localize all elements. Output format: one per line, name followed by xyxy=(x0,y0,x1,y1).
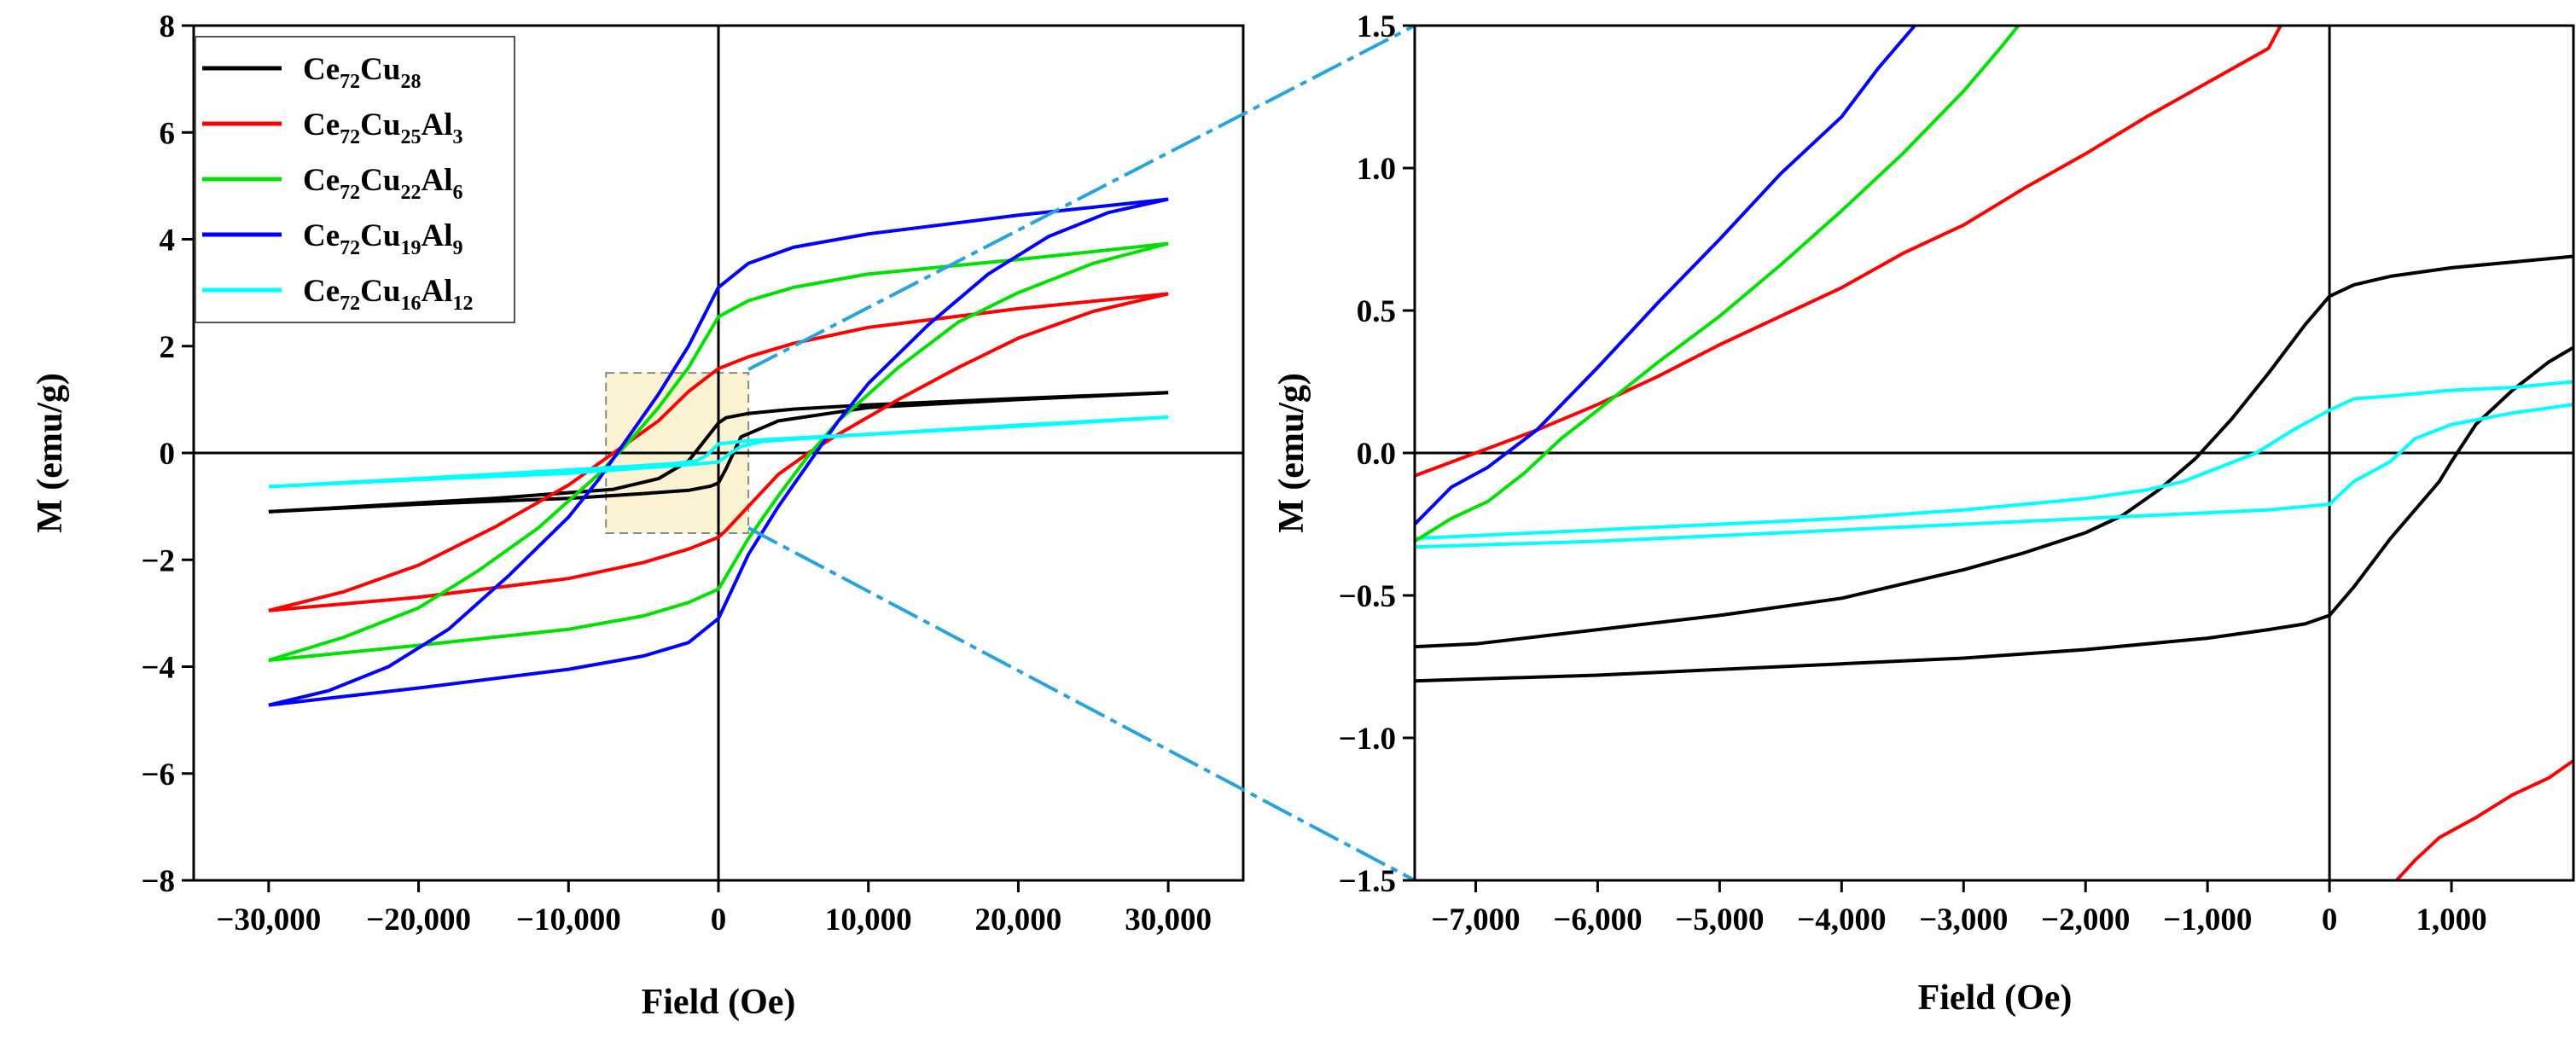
inset-series-group xyxy=(1415,26,2573,880)
main-y-axis-title: M (emu/g) xyxy=(31,373,70,533)
main-zero-lines xyxy=(194,26,1243,880)
legend: Ce72Cu28 Ce72Cu25Al3 Ce72Cu22Al6 Ce72Cu19Al… xyxy=(195,36,515,323)
inset-x-tick-label: −4,000 xyxy=(1797,903,1886,937)
inset-y-tick-label: −0.5 xyxy=(1339,579,1396,614)
inset-series-1-line xyxy=(1415,254,2573,649)
main-x-tick-label: 20,000 xyxy=(975,903,1062,937)
main-series-group xyxy=(268,197,1169,707)
inset-y-tick-label: 1.5 xyxy=(1357,9,1396,44)
inset-series-8-line xyxy=(1415,26,1916,525)
main-series-2-ascending-line xyxy=(268,292,1169,612)
inset-series-3-line xyxy=(1415,380,2573,541)
zoom-connector-bottom xyxy=(747,526,1416,882)
main-y-tick-label: −2 xyxy=(141,543,175,578)
main-x-tick-label: −20,000 xyxy=(366,903,471,937)
inset-x-tick-label: −1,000 xyxy=(2163,903,2252,937)
legend-label: Ce72Cu22Al6 xyxy=(303,163,462,204)
inset-x-tick-label: −5,000 xyxy=(1675,903,1764,937)
inset-x-tick-label: −2,000 xyxy=(2041,903,2130,937)
main-y-tick-label: 0 xyxy=(160,437,176,472)
main-series-4-descending-line xyxy=(268,197,1169,707)
main-y-tick-label: 2 xyxy=(160,330,176,365)
main-series-4-ascending-line xyxy=(268,197,1169,707)
main-y-tick-label: 6 xyxy=(160,116,176,151)
inset-series-2-line xyxy=(1415,345,2573,683)
main-x-tick-label: −30,000 xyxy=(216,903,321,937)
main-y-tick-label: −8 xyxy=(141,864,175,899)
inset-x-tick-label: 1,000 xyxy=(2416,903,2486,937)
zoom-connector-top xyxy=(747,24,1416,371)
inset-series-7-line xyxy=(1415,26,2021,543)
main-y-tick-label: 8 xyxy=(160,9,176,44)
inset-y-tick-label: −1.5 xyxy=(1339,864,1396,899)
legend-label: Ce72Cu16Al12 xyxy=(303,274,473,315)
main-series-5-ascending-line xyxy=(268,415,1169,489)
main-x-tick-label: 0 xyxy=(711,903,727,937)
inset-x-axis-title: Field (Oe) xyxy=(1918,978,2073,1018)
inset-series-5-line xyxy=(1415,26,2282,478)
main-x-tick-label: −10,000 xyxy=(516,903,621,937)
legend-label: Ce72Cu19Al9 xyxy=(303,218,462,259)
inset-zero-lines xyxy=(1415,26,2573,880)
inset-y-tick-label: 0.5 xyxy=(1357,294,1396,329)
main-y-tick-label: 4 xyxy=(160,223,176,258)
main-y-tick-label: −4 xyxy=(141,651,175,686)
inset-axis-ticks: −7,000 −6,000 −5,000 −4,000 −3,000 −2,000 −1,0… xyxy=(1339,9,2487,937)
legend-label: Ce72Cu25Al3 xyxy=(303,107,462,148)
main-axis-ticks: −30,000 −20,000 −10,000 0 10,000 20,000 30,000… xyxy=(141,9,1212,937)
inset-x-tick-label: −3,000 xyxy=(1919,903,2008,937)
main-x-tick-label: 30,000 xyxy=(1125,903,1212,937)
inset-zoom-plot: −7,000 −6,000 −5,000 −4,000 −3,000 −2,000 −1,0… xyxy=(1272,9,2575,1018)
zoom-connectors xyxy=(747,24,1416,882)
main-series-2-descending-line xyxy=(268,292,1169,612)
inset-y-tick-label: 0.0 xyxy=(1357,437,1396,472)
inset-y-tick-label: −1.0 xyxy=(1339,722,1396,757)
inset-x-tick-label: 0 xyxy=(2322,903,2338,937)
inset-y-tick-label: 1.0 xyxy=(1357,152,1396,187)
main-x-tick-label: 10,000 xyxy=(825,903,912,937)
inset-x-tick-label: −6,000 xyxy=(1553,903,1642,937)
main-series-3-descending-line xyxy=(268,241,1169,662)
legend-label: Ce72Cu28 xyxy=(303,52,421,93)
inset-series-4-line xyxy=(1415,403,2573,549)
main-x-axis-title: Field (Oe) xyxy=(642,983,796,1022)
inset-x-tick-label: −7,000 xyxy=(1431,903,1520,937)
inset-y-axis-title: M (emu/g) xyxy=(1272,373,1311,533)
main-hysteresis-plot: −30,000 −20,000 −10,000 0 10,000 20,000 30,000… xyxy=(31,9,1245,1022)
main-series-3-ascending-line xyxy=(268,241,1169,662)
inset-series-6-line xyxy=(2395,759,2573,880)
main-y-tick-label: −6 xyxy=(141,757,175,792)
